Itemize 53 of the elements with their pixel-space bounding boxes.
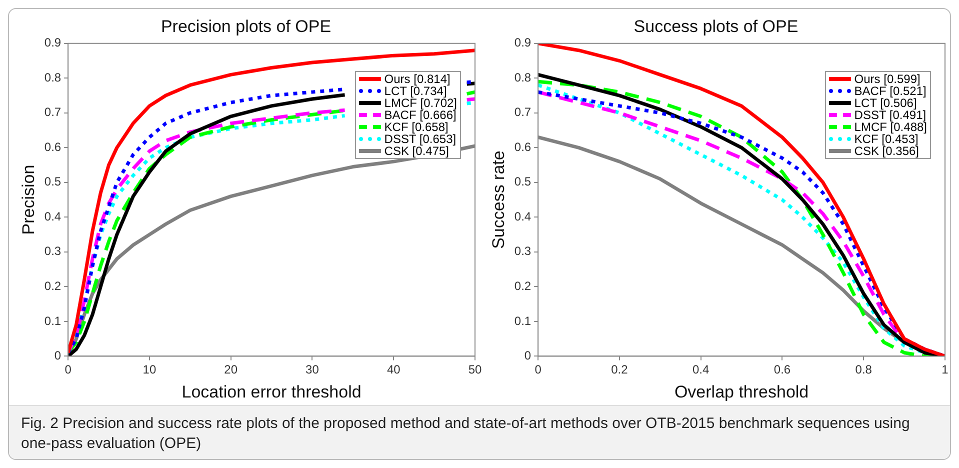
legend-label: LMCF [0.488] <box>854 120 927 134</box>
legend-label: KCF [0.658] <box>384 120 448 134</box>
x-tick-label: 0 <box>64 362 72 377</box>
x-tick-label: 0.6 <box>774 362 791 377</box>
legend-label: KCF [0.453] <box>854 132 918 146</box>
legend-label: BACF [0.521] <box>854 84 926 98</box>
y-tick-label: 0.5 <box>514 174 532 189</box>
y-tick-label: 0.5 <box>44 174 62 189</box>
y-axis-title: Precision <box>18 164 38 235</box>
x-tick-label: 0.2 <box>611 362 628 377</box>
x-tick-label: 40 <box>386 362 401 377</box>
legend-label: DSST [0.491] <box>854 108 926 122</box>
x-tick-label: 30 <box>306 362 320 377</box>
y-tick-label: 0.8 <box>44 70 62 84</box>
legend-label: LCT [0.506] <box>854 96 917 110</box>
y-axis-title: Success rate <box>488 150 508 249</box>
x-tick-label: 0 <box>534 362 542 377</box>
x-axis-title: Overlap threshold <box>674 382 809 402</box>
y-tick-label: 0.3 <box>514 244 532 258</box>
legend-label: CSK [0.356] <box>854 144 920 158</box>
x-tick-label: 1 <box>942 362 949 377</box>
y-tick-label: 0.8 <box>514 70 532 84</box>
legend-label: LCT [0.734] <box>384 84 447 98</box>
y-tick-label: 0.2 <box>44 279 62 293</box>
legend-label: DSST [0.653] <box>384 132 456 146</box>
x-tick-label: 20 <box>224 362 238 377</box>
y-tick-label: 0.1 <box>44 314 62 328</box>
y-tick-label: 0.9 <box>44 36 62 50</box>
y-tick-label: 0 <box>524 348 532 363</box>
y-tick-label: 0.2 <box>514 279 532 293</box>
y-tick-label: 0.9 <box>514 36 532 50</box>
legend-label: CSK [0.475] <box>384 144 450 158</box>
x-tick-label: 0.4 <box>692 362 710 377</box>
y-tick-label: 0.7 <box>514 105 532 120</box>
x-tick-label: 0.8 <box>855 362 872 377</box>
y-tick-label: 0.6 <box>44 140 62 154</box>
y-tick-label: 0.4 <box>514 209 532 224</box>
y-tick-label: 0.4 <box>44 209 62 224</box>
x-tick-label: 10 <box>142 362 156 377</box>
legend-label: LMCF [0.702] <box>384 96 457 110</box>
legend-label: BACF [0.666] <box>384 108 456 122</box>
y-tick-label: 0.3 <box>44 244 62 258</box>
y-tick-label: 0 <box>54 348 62 363</box>
x-axis-title: Location error threshold <box>182 382 362 402</box>
chart-title: Precision plots of OPE <box>160 16 332 36</box>
chart-title: Success plots of OPE <box>634 16 798 36</box>
caption: Fig. 2 Precision and success rate plots of the proposed method and state-of-art methods over OTB-2015 benchmark sequences using one-pass evaluation (OPE) <box>21 414 911 454</box>
y-tick-label: 0.6 <box>514 140 532 154</box>
y-tick-label: 0.7 <box>44 105 62 120</box>
legend-label: Ours [0.599] <box>854 72 920 86</box>
legend-label: Ours [0.814] <box>384 72 450 86</box>
x-tick-label: 50 <box>468 362 482 377</box>
y-tick-label: 0.1 <box>514 314 532 328</box>
